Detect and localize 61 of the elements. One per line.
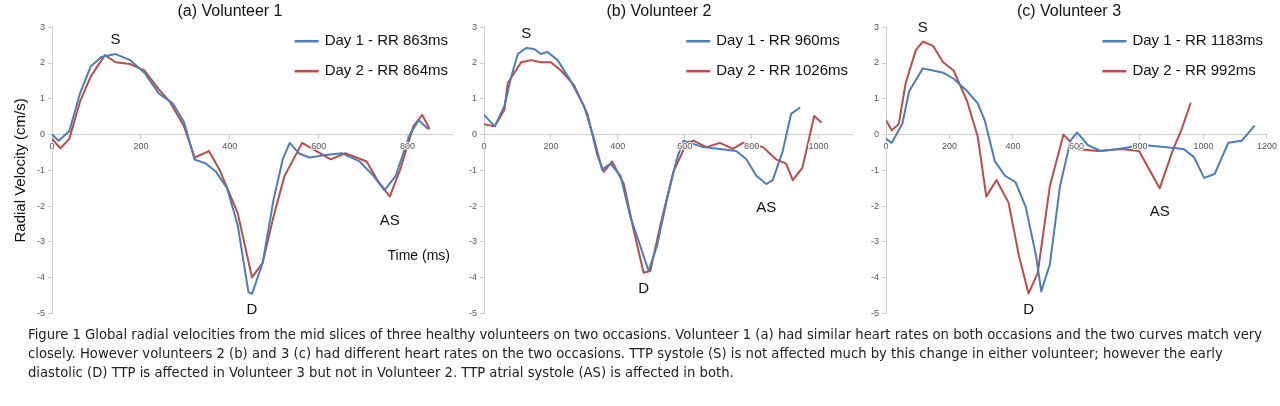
- y-tick-label: -1: [468, 164, 477, 175]
- annotation: D: [246, 300, 258, 318]
- y-tick-label: -2: [36, 200, 45, 211]
- y-tick-label: -4: [870, 272, 879, 283]
- y-tick-label: -4: [468, 272, 477, 283]
- y-tick-label: 2: [39, 57, 45, 68]
- legend-label: Day 2 - RR 1026ms: [716, 61, 849, 79]
- legend-label: Day 1 - RR 960ms: [716, 31, 840, 49]
- y-tick-label: 2: [873, 57, 879, 68]
- y-tick-label: -5: [870, 308, 879, 319]
- y-tick-label: -1: [870, 164, 879, 175]
- annotation: S: [521, 24, 532, 42]
- y-tick-label: 1: [471, 93, 477, 104]
- annotation: D: [638, 278, 650, 296]
- x-tick-label: 400: [222, 141, 238, 152]
- x-tick-label: 0: [481, 141, 487, 152]
- x-tick-label: 200: [133, 141, 149, 152]
- x-tick-label: 0: [49, 141, 55, 152]
- x-tick-label: 1000: [808, 141, 829, 152]
- legend-label: Day 2 - RR 864ms: [324, 61, 449, 79]
- y-tick-label: -2: [468, 200, 477, 211]
- caption: Figure 1 Global radial velocities from the mid slices of three healthy volunteers on two occasions. Volunteer 1 (a) had similar heart rates on both occasions and the two curves match very closely. However volunteers 2 (b) and 3 (c) had different heart rates on the two occasions. TTP systole (S) is not affected much by this change in either volunteer; however the early diastolic (D) TTP is affected in Volunteer 3 but not in Volunteer 2. TTP atrial systole (AS) is affected in both.: [28, 326, 1264, 382]
- y-tick-label: -3: [870, 236, 879, 247]
- x-tick-label: 200: [941, 141, 958, 152]
- y-tick-label: 0: [873, 129, 879, 140]
- y-tick-label: 1: [39, 93, 45, 104]
- y-tick-label: -5: [468, 308, 477, 319]
- x-tick-label: 400: [1005, 141, 1021, 152]
- y-tick-label: 0: [39, 129, 45, 140]
- chart-title: (b) Volunteer 2: [606, 2, 712, 20]
- y-tick-label: -5: [36, 308, 45, 319]
- y-tick-label: 1: [873, 93, 879, 104]
- y-axis-title: Radial Velocity (cm/s): [11, 98, 29, 243]
- legend-label: Day 1 - RR 863ms: [324, 31, 449, 49]
- y-tick-label: 3: [471, 21, 477, 32]
- x-tick-label: 400: [610, 141, 626, 152]
- y-tick-label: -1: [36, 164, 45, 175]
- x-tick-label: 1200: [1256, 141, 1277, 152]
- x-axis-title: Time (ms): [387, 247, 450, 264]
- annotation: S: [917, 17, 928, 35]
- annotation: AS: [756, 198, 777, 216]
- chart-title: (a) Volunteer 1: [177, 2, 283, 20]
- legend-label: Day 2 - RR 992ms: [1132, 61, 1256, 79]
- annotation: AS: [379, 210, 400, 228]
- y-tick-label: 0: [471, 129, 477, 140]
- annotation: D: [1023, 299, 1035, 317]
- y-tick-label: 3: [39, 21, 45, 32]
- x-tick-label: 0: [883, 141, 889, 152]
- y-tick-label: 3: [873, 21, 879, 32]
- chart-title: (c) Volunteer 3: [1016, 2, 1122, 20]
- annotation: AS: [1149, 202, 1170, 220]
- y-tick-label: 2: [471, 57, 477, 68]
- y-tick-label: -3: [468, 236, 477, 247]
- x-tick-label: 600: [311, 141, 327, 152]
- y-tick-label: -3: [36, 236, 45, 247]
- x-tick-label: 1000: [1193, 141, 1214, 152]
- y-tick-label: -2: [870, 200, 879, 211]
- y-tick-label: -4: [36, 272, 45, 283]
- legend-label: Day 1 - RR 1183ms: [1132, 31, 1263, 49]
- x-tick-label: 200: [543, 141, 559, 152]
- annotation: S: [110, 30, 121, 48]
